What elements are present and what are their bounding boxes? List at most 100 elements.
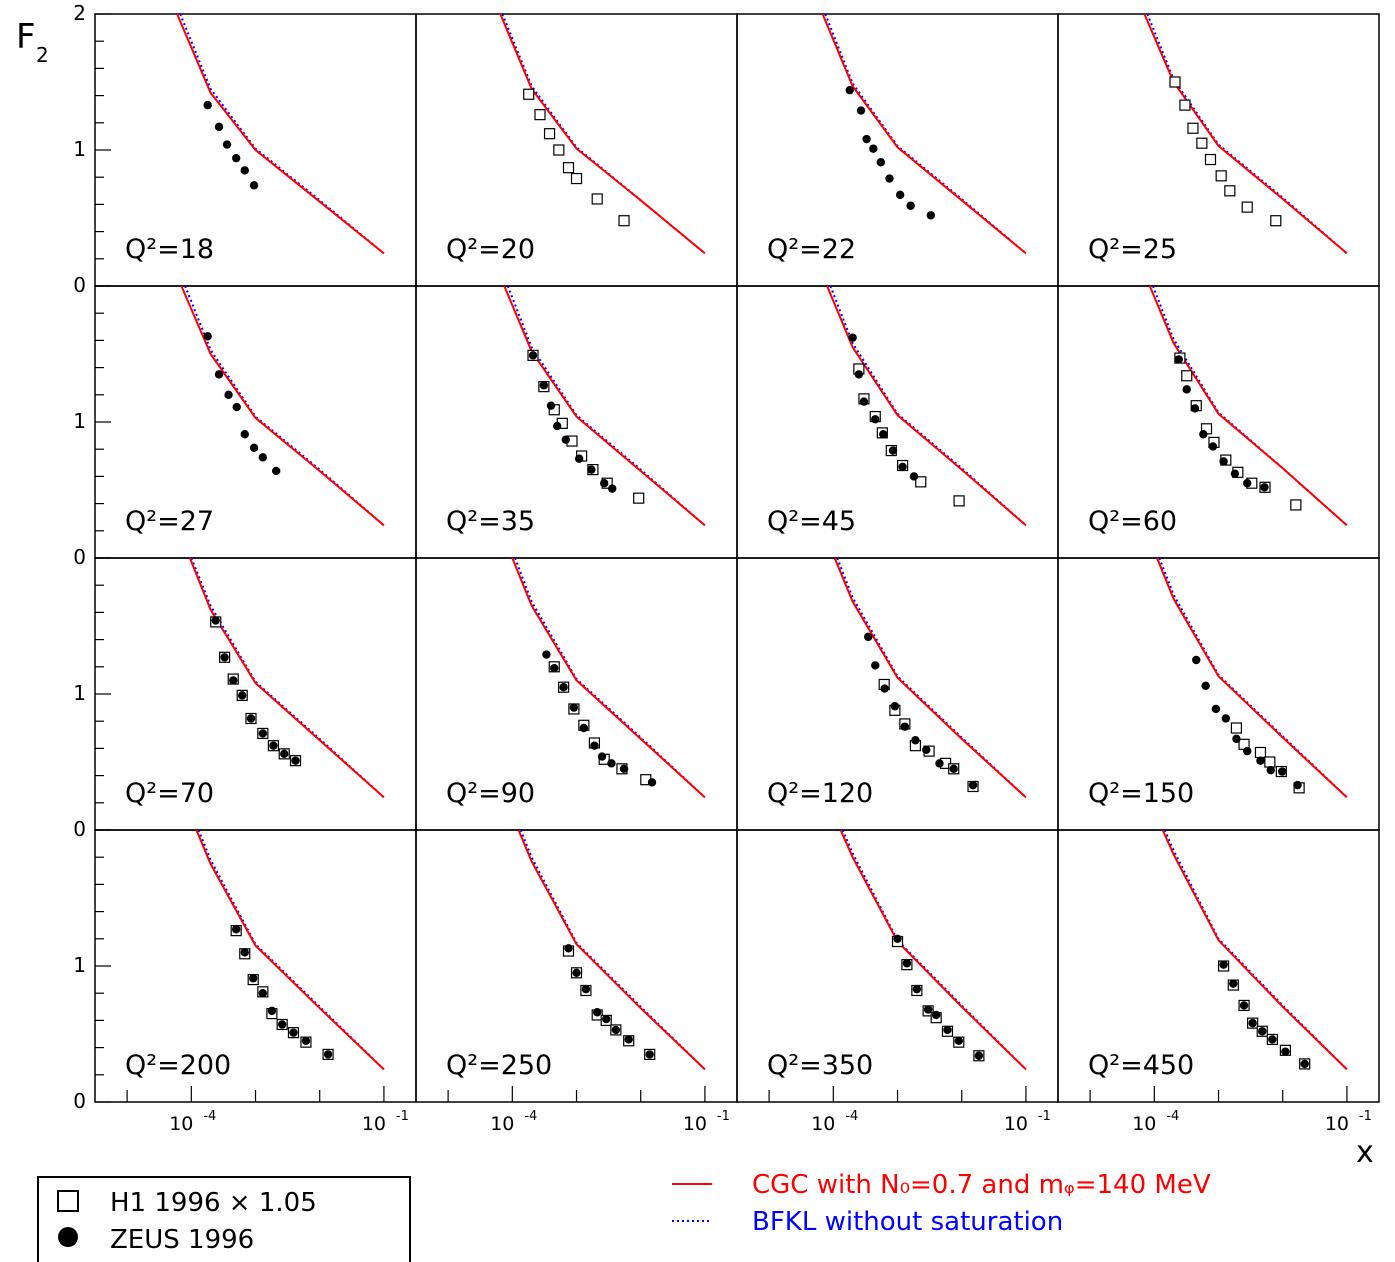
cgc-curve <box>195 829 385 1071</box>
panel-q2-200: Q²=200 <box>125 829 385 1081</box>
panel-q2-350: Q²=350 <box>767 829 1027 1081</box>
zeus-data-point <box>885 174 894 183</box>
h1-data-point <box>534 109 546 121</box>
zeus-data-point <box>880 684 889 693</box>
zeus-data-point <box>1208 442 1218 451</box>
zeus-data-point <box>246 714 256 723</box>
bfkl-curve <box>841 829 1027 1071</box>
zeus-data-point <box>574 454 584 463</box>
legend-label-cgc: CGC with N₀=0.7 and mᵩ=140 MeV <box>752 1170 1211 1200</box>
zeus-data-point <box>926 211 936 220</box>
panel-q2-label: Q²=22 <box>767 234 856 265</box>
zeus-data-point <box>909 472 919 481</box>
panel-q2-label: Q²=70 <box>125 778 214 809</box>
zeus-data-point <box>912 984 922 994</box>
zeus-data-point <box>258 729 268 738</box>
y-tick-label: 1 <box>73 953 86 977</box>
zeus-data-point <box>600 479 609 488</box>
panel-q2-label: Q²=250 <box>446 1050 552 1081</box>
x-tick-label: 10 <box>683 1113 707 1135</box>
legend-frame <box>37 1176 411 1262</box>
zeus-data-point <box>935 759 944 768</box>
zeus-data-point <box>869 144 878 153</box>
cgc-curve <box>517 829 706 1071</box>
h1-data-point <box>1179 99 1191 111</box>
x-tick-label: 10 <box>811 1113 835 1135</box>
h1-data-point <box>553 144 565 156</box>
h1-data-point <box>1181 370 1193 382</box>
zeus-data-point <box>1268 1035 1277 1044</box>
h1-data-point <box>1169 76 1181 88</box>
zeus-data-point <box>1229 979 1238 988</box>
zeus-data-point <box>249 443 259 453</box>
zeus-data-point <box>220 653 229 662</box>
zeus-data-point <box>848 333 857 342</box>
y-axis-label-subscript: 2 <box>36 43 49 67</box>
zeus-data-point <box>550 663 559 673</box>
zeus-data-point <box>845 85 854 95</box>
bfkl-curve <box>179 13 385 255</box>
zeus-data-point <box>1201 681 1210 691</box>
zeus-data-point <box>222 140 232 149</box>
legend-label-h1: H1 1996 × 1.05 <box>110 1188 317 1218</box>
legend-label-zeus: ZEUS 1996 <box>110 1225 254 1255</box>
zeus-data-point <box>211 616 220 625</box>
legend-box: H1 1996 × 1.05 ZEUS 1996 <box>37 1176 411 1262</box>
zeus-data-point <box>590 741 599 750</box>
y-tick-label: 0 <box>73 1089 86 1113</box>
cgc-curve <box>511 557 706 799</box>
x-tick-exponent: -1 <box>1359 1109 1372 1124</box>
zeus-data-point <box>1192 655 1201 665</box>
zeus-data-point <box>539 381 549 390</box>
bfkl-curve <box>197 829 385 1071</box>
zeus-data-point <box>1190 404 1200 413</box>
zeus-data-point <box>267 1006 277 1016</box>
zeus-data-point <box>249 181 259 190</box>
h1-data-point <box>1241 201 1253 213</box>
zeus-data-point <box>1266 765 1275 775</box>
panel-q2-label: Q²=120 <box>767 778 873 809</box>
zeus-data-point <box>943 1025 952 1035</box>
zeus-data-point <box>647 778 657 787</box>
zeus-data-point <box>619 764 629 773</box>
bfkl-curve <box>829 285 1027 527</box>
zeus-data-point <box>581 984 591 994</box>
zeus-data-point <box>280 749 289 759</box>
panel-q2-70: Q²=70 <box>125 557 385 809</box>
panel-q2-45: Q²=45 <box>767 285 1027 537</box>
zeus-data-point <box>1174 355 1183 364</box>
h1-data-point <box>1204 153 1217 166</box>
panel-q2-18: Q²=18 <box>125 13 385 265</box>
h1-data-point <box>543 128 556 140</box>
bfkl-curve <box>1146 13 1348 255</box>
zeus-data-point <box>1219 457 1228 466</box>
zeus-data-point <box>240 166 249 175</box>
h1-data-point <box>523 88 535 100</box>
zeus-data-point <box>214 370 224 379</box>
x-tick-label: 10 <box>1132 1113 1156 1135</box>
zeus-data-point <box>559 683 568 692</box>
zeus-data-point <box>859 397 869 406</box>
zeus-data-point <box>895 190 905 200</box>
zeus-data-point <box>949 764 958 773</box>
zeus-data-point <box>1281 1047 1290 1056</box>
h1-data-point <box>1224 185 1236 197</box>
zeus-data-point <box>1239 1001 1249 1010</box>
bfkl-curve <box>1151 285 1348 527</box>
zeus-data-point <box>1211 704 1221 714</box>
zeus-data-point <box>862 134 871 144</box>
zeus-data-point <box>587 465 596 474</box>
panel-q2-120: Q²=120 <box>767 557 1027 809</box>
x-tick-label: 10 <box>490 1113 514 1135</box>
zeus-data-point <box>542 650 551 659</box>
zeus-data-point <box>931 1010 941 1020</box>
h1-data-point <box>562 162 575 174</box>
cgc-curve <box>1156 557 1348 799</box>
zeus-data-point <box>854 370 864 379</box>
y-tick-label: 0 <box>73 273 86 297</box>
h1-data-point <box>915 476 927 488</box>
panel-q2-label: Q²=27 <box>125 506 214 537</box>
bfkl-curve <box>1163 829 1348 1071</box>
zeus-data-point <box>231 925 241 934</box>
panel-q2-label: Q²=450 <box>1088 1050 1194 1081</box>
